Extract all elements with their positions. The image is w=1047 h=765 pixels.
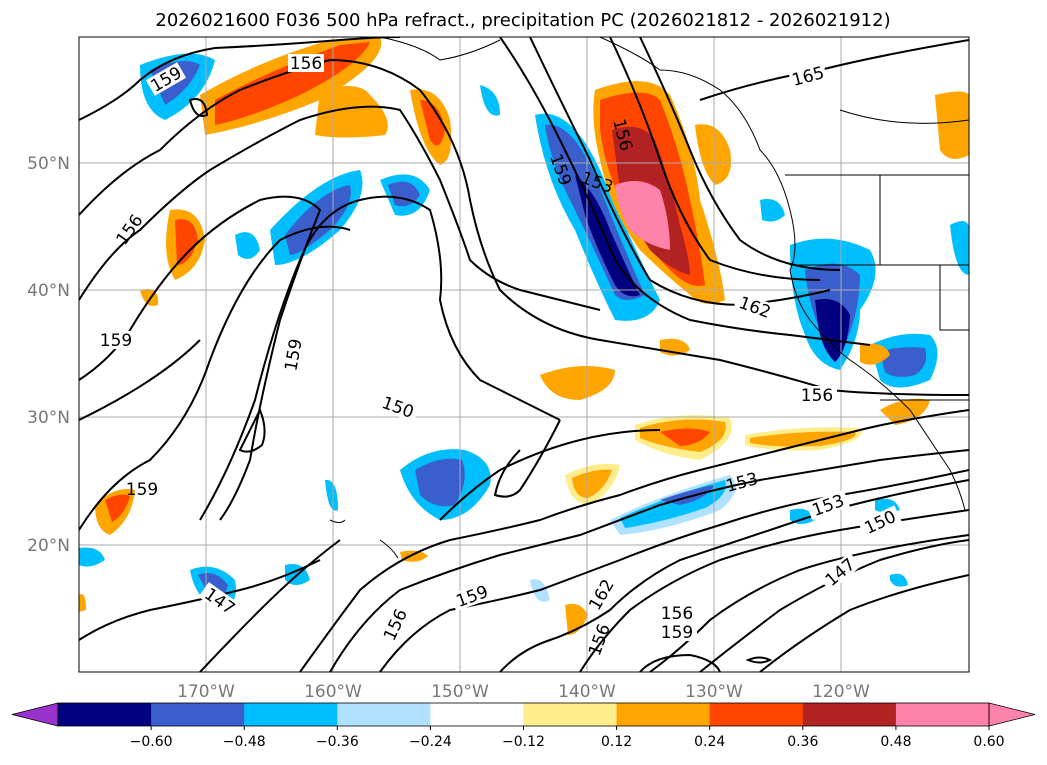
- colorbar-labels: −0.60 −0.48 −0.36 −0.24 −0.12 0.12 0.24 0.36 0.4…: [130, 726, 1005, 750]
- colorbar: −0.60 −0.48 −0.36 −0.24 −0.12 0.12 0.24 0.36 0.4…: [11, 702, 1036, 750]
- lat-label: 50°N: [27, 154, 70, 174]
- colorbar-segment: [709, 703, 804, 726]
- colorbar-tick-label: −0.36: [316, 734, 359, 750]
- lon-label: 130°W: [685, 682, 743, 702]
- colorbar-segments: [11, 702, 1036, 727]
- colorbar-segment: [616, 703, 711, 726]
- lat-label: 40°N: [27, 281, 70, 301]
- colorbar-arrow-low: [11, 702, 59, 727]
- map-title: 2026021600 F036 500 hPa refract., precip…: [155, 10, 890, 31]
- contour-label: 156: [290, 54, 322, 74]
- contour-label: 156: [801, 386, 833, 406]
- colorbar-tick-label: −0.48: [223, 734, 266, 750]
- lon-label: 140°W: [558, 682, 616, 702]
- colorbar-segment: [895, 703, 990, 726]
- lat-axis-labels: 50°N 40°N 30°N 20°N: [27, 154, 70, 556]
- lon-label: 160°W: [304, 682, 362, 702]
- colorbar-tick-label: −0.60: [130, 734, 173, 750]
- colorbar-tick-label: 0.36: [787, 734, 818, 750]
- lon-axis-labels: 170°W 160°W 150°W 140°W 130°W 120°W: [177, 682, 870, 702]
- colorbar-segment: [802, 703, 897, 726]
- contour-label: 159: [661, 623, 693, 643]
- coastlines: [329, 37, 969, 559]
- contour-lines: [79, 37, 969, 672]
- colorbar-segment: [244, 703, 338, 726]
- colorbar-tick-label: 0.24: [694, 734, 725, 750]
- colorbar-tick-label: 0.48: [880, 734, 911, 750]
- colorbar-tick-label: 0.12: [601, 734, 632, 750]
- lon-label: 120°W: [812, 682, 870, 702]
- colorbar-tick-label: −0.12: [502, 734, 545, 750]
- colorbar-tick-label: 0.60: [973, 734, 1004, 750]
- lat-label: 20°N: [27, 536, 70, 556]
- colorbar-segment: [430, 703, 524, 726]
- colorbar-segment: [523, 703, 618, 726]
- colorbar-tick-label: −0.24: [409, 734, 452, 750]
- colorbar-segment: [58, 703, 152, 726]
- lat-label: 30°N: [27, 408, 70, 428]
- lon-label: 170°W: [177, 682, 235, 702]
- map-panel: 159 156 165 159 156 153 156 159 162 150 …: [78, 36, 970, 673]
- shaded-fields: [79, 37, 969, 635]
- contour-label-group: 159 156 165 159 156 153 156 159 162 150 …: [96, 54, 902, 659]
- contour-label: 159: [126, 480, 158, 500]
- colorbar-segment: [151, 703, 245, 726]
- colorbar-arrow-high: [988, 702, 1036, 727]
- lon-label: 150°W: [431, 682, 489, 702]
- colorbar-segment: [337, 703, 431, 726]
- contour-label: 156: [661, 604, 693, 624]
- contour-label: 159: [100, 331, 132, 351]
